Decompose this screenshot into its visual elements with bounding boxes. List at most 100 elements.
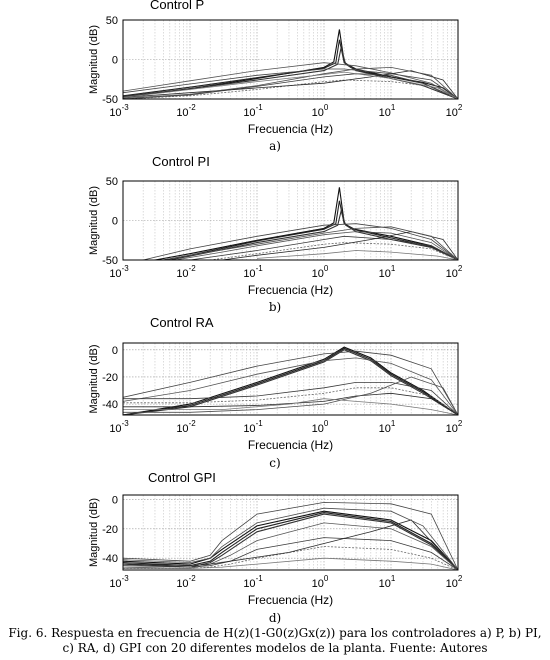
series-line-9: [163, 226, 458, 260]
x-tick-label: 10-3: [109, 419, 129, 435]
x-tick-label: 10-2: [176, 574, 196, 590]
x-tick-label: 101: [379, 103, 396, 119]
x-tick-label: 102: [446, 574, 463, 590]
panel-label: d): [269, 611, 281, 625]
series-line-9: [123, 507, 458, 570]
series-line-6: [123, 73, 458, 99]
y-tick-label: 50: [106, 15, 118, 27]
series-line-8: [221, 231, 458, 260]
x-tick-label: 10-1: [243, 103, 263, 119]
series-line-3: [169, 208, 458, 260]
panel-label: c): [269, 456, 280, 470]
chart-title: Control RA: [150, 315, 214, 330]
series-line-5: [123, 62, 458, 99]
x-tick-label: 100: [312, 419, 329, 435]
x-tick-label: 10-2: [176, 103, 196, 119]
x-tick-label: 101: [379, 419, 396, 435]
series-line-10: [123, 398, 458, 415]
chart-title: Control GPI: [148, 470, 216, 485]
series-line-5: [175, 231, 458, 260]
chart-panel-4: 10-3 10-2 10-1 100 101 102 -40 -20 0 Control GPI F…: [88, 470, 463, 625]
series-line-3: [123, 349, 458, 415]
series-line-10: [123, 557, 458, 570]
series-line-4: [123, 350, 458, 415]
axes-frame: [122, 180, 459, 261]
series-line-10: [123, 71, 458, 99]
y-tick-label: 0: [112, 216, 118, 228]
y-tick-label: 0: [112, 55, 118, 67]
y-tick-label: -20: [102, 524, 118, 536]
series-line-1: [123, 346, 458, 415]
y-tick-label: -50: [102, 255, 118, 267]
series-line-6: [123, 381, 458, 415]
y-tick-label: -40: [102, 553, 118, 565]
series-line-1: [123, 29, 458, 99]
series-line-7: [123, 387, 458, 415]
x-tick-label: 10-1: [243, 574, 263, 590]
series-line-2: [123, 512, 458, 570]
x-axis-label: Frecuencia (Hz): [248, 593, 333, 607]
y-tick-label: 0: [112, 494, 118, 506]
x-tick-label: 10-2: [176, 264, 196, 280]
caption-line-1: Fig. 6. Respuesta en frecuencia de H(z)(…: [8, 626, 542, 640]
caption-line-2: c) RA, d) GPI con 20 diferentes modelos …: [62, 641, 488, 655]
series-group: [123, 346, 458, 415]
series-line-4: [123, 501, 458, 570]
series-line-2: [123, 347, 458, 415]
series-line-2: [123, 39, 458, 99]
series-group: [123, 29, 458, 99]
figure-caption: Fig. 6. Respuesta en frecuencia de H(z)(…: [0, 626, 550, 656]
x-tick-label: 10-2: [176, 419, 196, 435]
x-tick-label: 100: [312, 103, 329, 119]
panel-label: a): [269, 139, 281, 153]
series-line-4: [143, 223, 458, 260]
series-line-9: [123, 376, 458, 415]
chart-title: Control PI: [152, 154, 210, 169]
series-line-4: [123, 68, 458, 99]
axes-frame: [122, 494, 459, 571]
x-axis-label: Frecuencia (Hz): [248, 283, 333, 297]
y-axis-label: Magnitud (dB): [88, 498, 100, 567]
series-line-7: [210, 242, 458, 260]
y-axis-label: Magnitud (dB): [88, 25, 100, 94]
series-group: [143, 187, 458, 260]
x-tick-label: 102: [446, 264, 463, 280]
axes-frame: [122, 342, 459, 416]
x-tick-label: 101: [379, 574, 396, 590]
series-line-10: [256, 250, 458, 260]
y-axis-label: Magnitud (dB): [88, 186, 100, 255]
axes-frame: [122, 19, 459, 100]
x-axis-label: Frecuencia (Hz): [248, 122, 333, 136]
series-line-1: [123, 510, 458, 570]
y-tick-label: -50: [102, 94, 118, 106]
series-line-9: [123, 66, 458, 99]
series-line-5: [123, 522, 458, 570]
x-tick-label: 100: [312, 574, 329, 590]
chart-panel-3: 10-3 10-2 10-1 100 101 102 -40 -20 0 Control RA Fr…: [88, 315, 463, 470]
series-line-3: [123, 513, 458, 570]
x-tick-label: 100: [312, 264, 329, 280]
chart-title: Control P: [150, 0, 204, 12]
y-tick-label: -40: [102, 399, 118, 411]
x-axis-label: Frecuencia (Hz): [248, 438, 333, 452]
x-tick-label: 10-3: [109, 574, 129, 590]
series-line-8: [123, 519, 458, 570]
series-line-8: [123, 70, 458, 99]
series-line-8: [123, 392, 458, 415]
x-tick-label: 102: [446, 419, 463, 435]
x-tick-label: 102: [446, 103, 463, 119]
series-line-2: [163, 200, 458, 260]
x-tick-label: 10-1: [243, 419, 263, 435]
panel-label: b): [269, 300, 281, 314]
series-line-1: [154, 187, 458, 260]
series-group: [123, 501, 458, 570]
y-tick-label: 0: [112, 345, 118, 357]
y-tick-label: 50: [106, 176, 118, 188]
series-line-6: [189, 235, 458, 260]
x-tick-label: 101: [379, 264, 396, 280]
y-tick-label: -20: [102, 372, 118, 384]
series-line-6: [123, 537, 458, 570]
